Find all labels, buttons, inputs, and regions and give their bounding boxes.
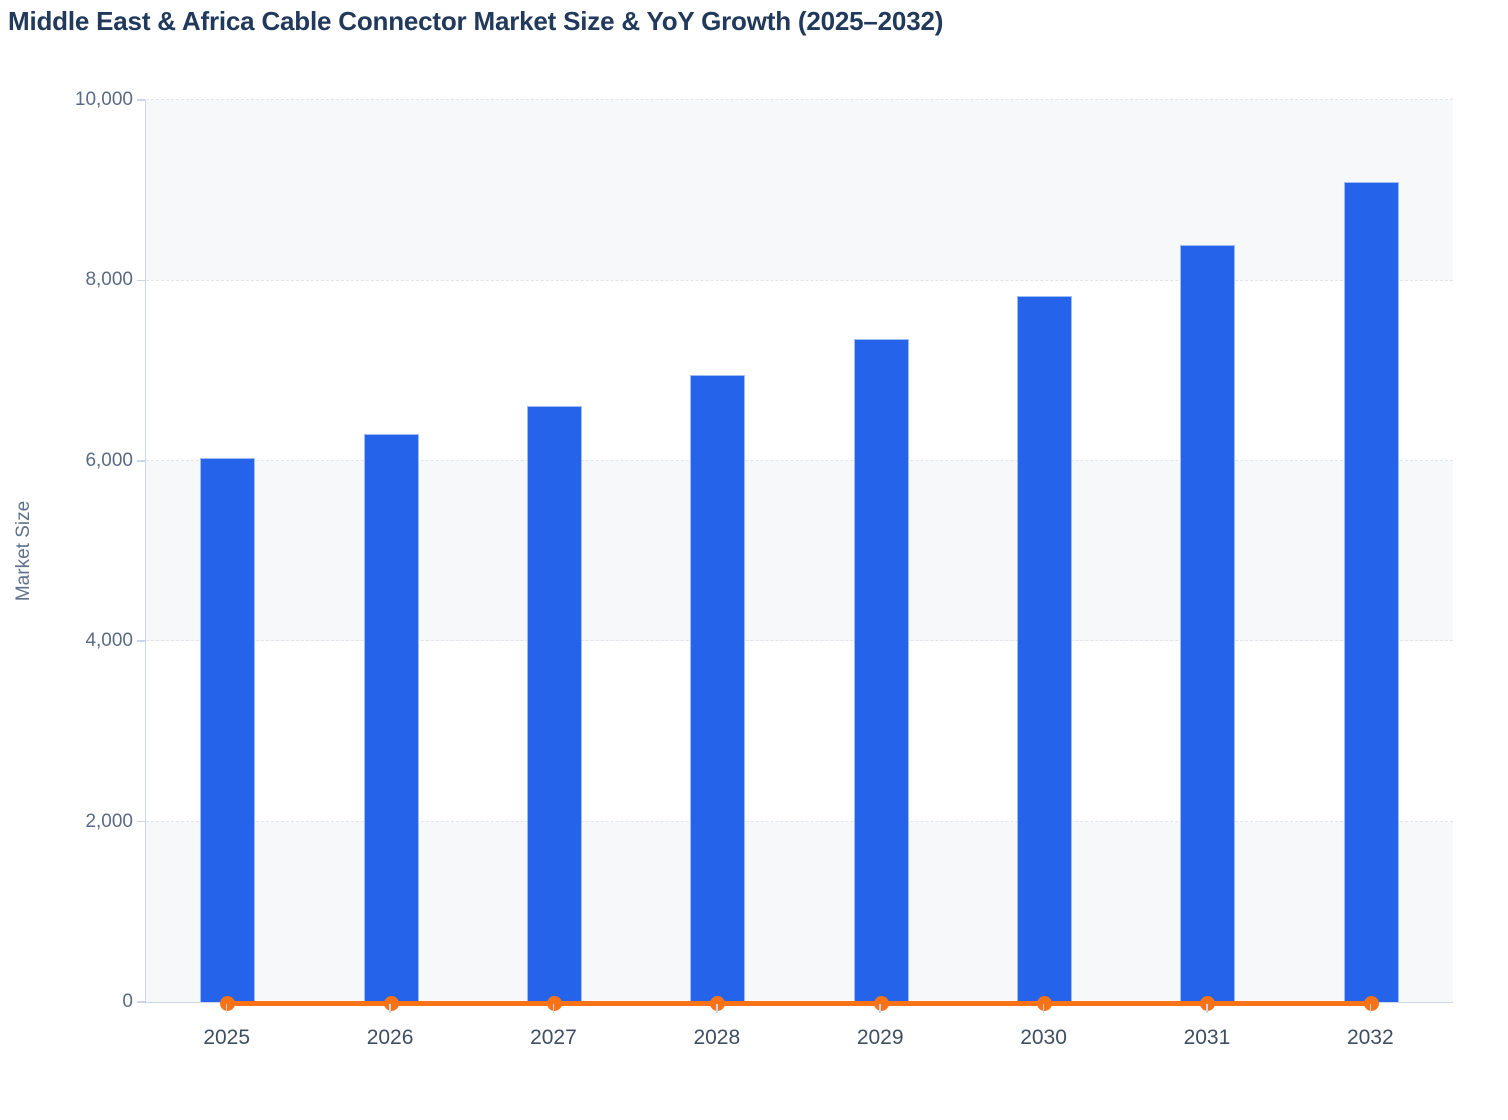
x-tick-label-2027: 2027	[530, 1026, 577, 1049]
bar-2031[interactable]	[1180, 245, 1236, 1002]
y-tick-4000	[137, 640, 145, 642]
y-tick-label-0: 0	[122, 991, 133, 1012]
y-tick-label-10000: 10,000	[74, 89, 133, 110]
x-tick-label-2026: 2026	[366, 1026, 414, 1049]
gridline-8000	[146, 279, 1453, 281]
plot-band	[146, 460, 1453, 642]
gridline-6000	[146, 460, 1453, 462]
chart-title: Middle East & Africa Cable Connector Mar…	[8, 6, 944, 36]
gridline-2000	[146, 820, 1453, 822]
y-tick-label-8000: 8,000	[85, 269, 133, 291]
yoy-point-2025[interactable]	[220, 996, 236, 1011]
x-axis: 2025 2026 2027 2028 2029 2030 2031 2032	[145, 1002, 1452, 1062]
yoy-point-2030[interactable]	[1037, 996, 1053, 1011]
x-tick-2027	[552, 1004, 555, 1013]
x-tick-label-2025: 2025	[203, 1026, 251, 1049]
yoy-point-2028[interactable]	[710, 996, 726, 1011]
x-tick-label-2029: 2029	[856, 1026, 904, 1049]
plot-band	[146, 100, 1453, 281]
bar-2025[interactable]	[200, 458, 256, 1002]
yoy-point-2031[interactable]	[1200, 996, 1216, 1011]
y-tick-label-4000: 4,000	[85, 630, 133, 652]
yoy-growth-line[interactable]	[227, 1001, 1372, 1006]
y-tick-6000	[137, 460, 145, 462]
yoy-point-2027[interactable]	[546, 996, 562, 1011]
x-tick-label-2030: 2030	[1020, 1026, 1067, 1049]
y-tick-0	[137, 1001, 145, 1003]
x-tick-2028	[716, 1004, 718, 1013]
bar-2027[interactable]	[526, 405, 582, 1002]
y-tick-2000	[137, 820, 145, 823]
yoy-point-2026[interactable]	[383, 996, 399, 1011]
y-tick-label-6000: 6,000	[85, 449, 133, 471]
gridline-4000	[146, 640, 1453, 642]
x-tick-label-2028: 2028	[693, 1026, 741, 1049]
x-tick-2031	[1206, 1004, 1208, 1013]
y-tick-8000	[137, 279, 145, 282]
y-axis: 0 2,000 4,000 6,000 8,000 10,000	[0, 89, 145, 1012]
plot-band	[146, 821, 1453, 1002]
plot-area	[145, 99, 1453, 1011]
gridline-10000	[146, 99, 1453, 101]
x-tick-2032	[1369, 1004, 1372, 1013]
x-tick-label-2031: 2031	[1183, 1026, 1231, 1049]
yoy-point-2029[interactable]	[873, 996, 889, 1011]
x-tick-label-2032: 2032	[1346, 1026, 1394, 1049]
bar-2030[interactable]	[1017, 295, 1073, 1002]
x-tick-2029	[879, 1004, 881, 1013]
bar-2026[interactable]	[363, 433, 419, 1002]
bar-2029[interactable]	[853, 339, 909, 1002]
x-tick-2025	[225, 1004, 228, 1013]
yoy-point-2032[interactable]	[1363, 996, 1379, 1011]
bar-2032[interactable]	[1343, 182, 1399, 1002]
y-tick-10000	[137, 99, 145, 101]
x-tick-2026	[389, 1004, 391, 1013]
x-tick-2030	[1042, 1004, 1045, 1013]
y-tick-label-2000: 2,000	[85, 810, 133, 832]
bar-2028[interactable]	[690, 375, 746, 1002]
